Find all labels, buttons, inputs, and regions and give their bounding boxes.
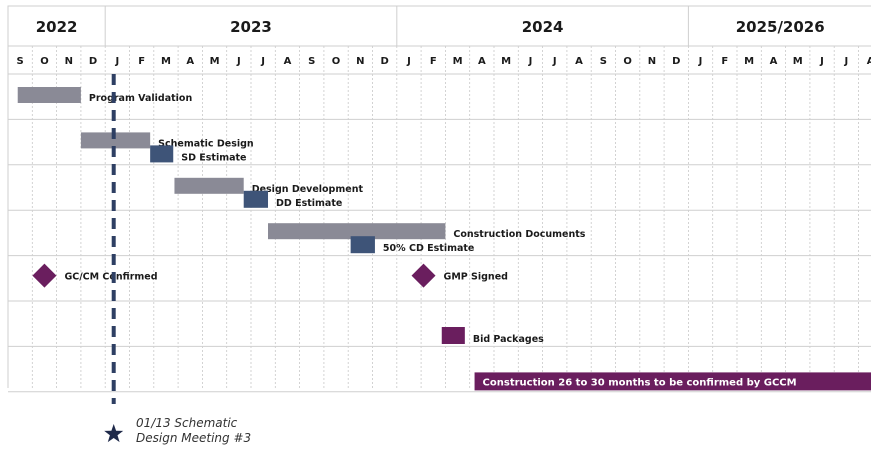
milestone-label: GC/CM Confirmed — [64, 272, 157, 283]
year-label: 2022 — [36, 18, 78, 36]
task-bar — [441, 327, 465, 344]
month-label: D — [89, 56, 97, 67]
month-label: A — [186, 56, 194, 67]
month-label: N — [356, 56, 364, 67]
month-label: M — [210, 56, 220, 67]
month-label: O — [332, 56, 341, 67]
note-line-1: 01/13 Schematic — [136, 416, 238, 430]
year-label: 2023 — [230, 18, 272, 36]
month-label: J — [698, 56, 703, 67]
task-label: Schematic Design — [158, 138, 254, 149]
task-bar — [268, 223, 446, 240]
month-label: J — [843, 56, 848, 67]
month-label: M — [161, 56, 171, 67]
month-label: M — [793, 56, 803, 67]
task-label: Construction Documents — [453, 229, 585, 240]
month-label: S — [600, 56, 607, 67]
task-bar — [350, 236, 375, 254]
task-bar — [17, 87, 81, 103]
month-label: M — [744, 56, 754, 67]
month-label: A — [867, 56, 871, 67]
month-label: D — [380, 56, 388, 67]
month-label: J — [552, 56, 557, 67]
month-label: S — [17, 56, 24, 67]
task-label: Construction 26 to 30 months to be confi… — [483, 377, 797, 388]
month-label: J — [260, 56, 265, 67]
milestone-diamond — [411, 263, 436, 288]
task-bar — [174, 177, 244, 194]
note-line-2: Design Meeting #3 — [136, 431, 252, 445]
month-label: F — [138, 56, 145, 67]
month-label: N — [65, 56, 73, 67]
task-label: SD Estimate — [181, 152, 246, 163]
task-bar — [243, 190, 269, 208]
task-label: Bid Packages — [473, 334, 544, 345]
star-icon — [104, 424, 124, 443]
month-label: J — [236, 56, 241, 67]
year-label: 2024 — [522, 18, 564, 36]
task-label: Design Development — [252, 184, 364, 195]
month-label: O — [623, 56, 632, 67]
month-label: S — [308, 56, 315, 67]
year-label: 2025/2026 — [736, 18, 825, 36]
month-label: A — [478, 56, 486, 67]
month-label: D — [672, 56, 680, 67]
month-label: J — [406, 56, 411, 67]
task-bar — [150, 145, 174, 163]
milestone-label: GMP Signed — [444, 272, 508, 283]
month-label: N — [648, 56, 656, 67]
month-label: M — [453, 56, 463, 67]
milestone-diamond — [32, 263, 57, 288]
schematic-meeting-note: 01/13 Schematic Design Meeting #3 — [136, 416, 251, 446]
month-label: J — [114, 56, 119, 67]
month-label: A — [284, 56, 292, 67]
task-bar — [474, 372, 871, 391]
month-label: F — [721, 56, 728, 67]
month-label: O — [40, 56, 49, 67]
month-label: J — [819, 56, 824, 67]
month-label: A — [575, 56, 583, 67]
month-label: J — [528, 56, 533, 67]
task-bar — [80, 132, 151, 149]
month-label: M — [501, 56, 511, 67]
month-label: A — [770, 56, 778, 67]
month-label: F — [430, 56, 437, 67]
task-label: 50% CD Estimate — [383, 243, 474, 254]
task-label: Program Validation — [89, 93, 193, 104]
task-label: DD Estimate — [276, 198, 342, 209]
